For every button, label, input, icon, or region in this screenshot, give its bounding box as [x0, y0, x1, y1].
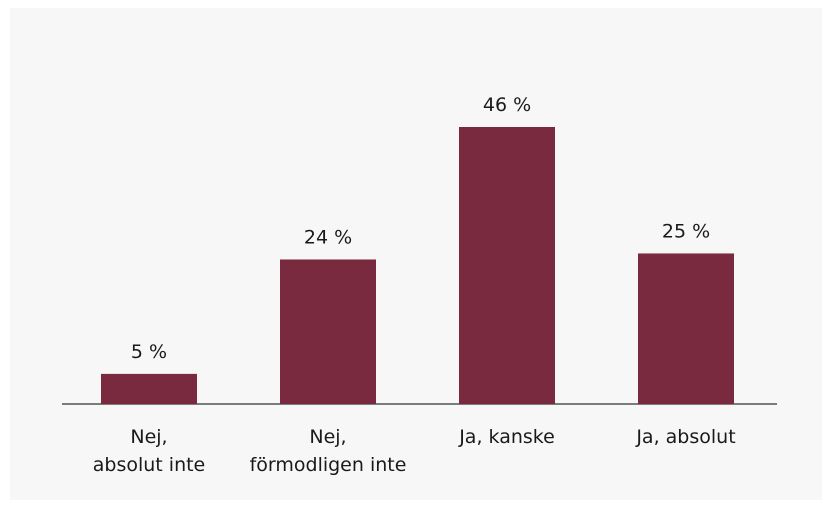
bar: [638, 253, 734, 404]
x-tick-label: Ja, kanske: [459, 426, 555, 448]
bar: [280, 259, 376, 404]
x-tick-label: Nej, absolut inte: [92, 426, 206, 476]
x-tick-label: Ja, absolut: [636, 426, 736, 448]
value-label: 5 %: [131, 341, 167, 363]
value-label: 24 %: [304, 226, 352, 248]
value-label: 25 %: [662, 220, 710, 242]
bar: [101, 373, 197, 404]
bar: [459, 127, 555, 404]
x-tick-label: Nej, förmodligen inte: [249, 426, 407, 476]
value-label: 46 %: [483, 94, 531, 116]
